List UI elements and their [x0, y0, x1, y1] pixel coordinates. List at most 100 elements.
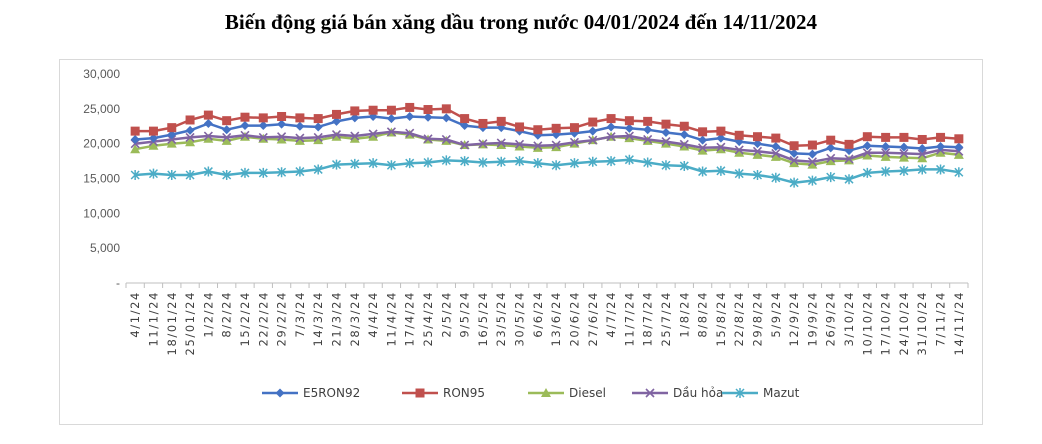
data-point — [954, 134, 964, 144]
x-tick-label: 3/10/24 — [842, 291, 856, 347]
data-point — [423, 134, 433, 144]
x-tick-label: 20/6/24 — [567, 291, 581, 347]
data-point — [844, 139, 854, 149]
y-tick-label: 25,000 — [83, 102, 120, 116]
data-point — [533, 125, 543, 135]
data-point — [917, 144, 927, 154]
data-point — [807, 149, 817, 159]
x-tick-label: 31/10/24 — [915, 291, 929, 355]
data-point — [349, 133, 360, 143]
data-point — [258, 132, 268, 142]
x-tick-label: 18/7/24 — [641, 291, 655, 347]
x-tick-label: 14/11/24 — [952, 291, 966, 355]
data-point — [899, 148, 909, 158]
data-point — [551, 140, 561, 150]
data-point — [277, 119, 287, 129]
x-tick-label: 5/9/24 — [769, 291, 783, 338]
legend-label: E5RON92 — [303, 386, 360, 400]
x-tick-label: 2/5/24 — [439, 291, 453, 338]
x-tick-label: 12/9/24 — [787, 291, 801, 347]
data-point — [862, 167, 872, 178]
x-tick-label: 15/2/24 — [238, 291, 252, 347]
data-point — [661, 160, 671, 171]
x-tick-label: 23/5/24 — [494, 291, 508, 347]
data-point — [222, 116, 232, 126]
data-point — [753, 132, 762, 142]
data-point — [294, 135, 305, 145]
data-point — [569, 123, 579, 133]
y-tick-label: 10,000 — [83, 206, 120, 220]
data-point — [899, 165, 909, 176]
data-point — [148, 133, 158, 143]
data-point — [881, 166, 891, 177]
data-point — [167, 170, 177, 181]
data-point — [514, 141, 525, 151]
data-point — [661, 128, 671, 138]
data-point — [148, 140, 159, 150]
data-point — [954, 142, 964, 152]
x-tick-label: 27/6/24 — [586, 291, 600, 347]
data-point — [221, 135, 232, 145]
data-point — [606, 122, 616, 132]
data-point — [771, 148, 781, 158]
data-point — [569, 137, 580, 147]
data-point — [789, 158, 800, 168]
data-point — [789, 177, 799, 188]
data-point — [258, 121, 268, 131]
data-point — [460, 121, 470, 131]
legend-label: RON95 — [443, 386, 485, 400]
series-line — [135, 158, 959, 184]
legend-item: Mazut — [722, 386, 800, 400]
data-point — [130, 134, 140, 144]
data-point — [643, 116, 653, 126]
data-point — [203, 131, 213, 141]
x-tick-label: 24/10/24 — [897, 291, 911, 355]
data-point — [551, 160, 561, 171]
data-point — [862, 150, 873, 160]
x-tick-label: 16/5/24 — [476, 291, 490, 347]
data-point — [313, 122, 323, 132]
data-point — [496, 138, 506, 148]
data-point — [716, 133, 726, 143]
data-point — [917, 149, 927, 159]
data-point — [826, 172, 836, 183]
data-point — [423, 105, 433, 115]
data-point — [880, 151, 891, 161]
data-point — [441, 155, 451, 166]
x-tick-label: 18/01/24 — [165, 291, 179, 355]
data-point — [753, 139, 762, 149]
data-point — [405, 128, 415, 138]
data-point — [716, 165, 726, 176]
data-point — [515, 122, 525, 132]
legend-item: Diesel — [528, 386, 606, 400]
x-tick-label: 29/2/24 — [275, 291, 289, 347]
data-point — [478, 118, 488, 128]
data-point — [533, 141, 543, 151]
data-point — [606, 114, 616, 124]
legend-marker — [415, 388, 425, 398]
data-point — [679, 160, 689, 171]
x-tick-label: 1/2/24 — [201, 291, 215, 338]
data-point — [277, 167, 287, 178]
data-point — [222, 132, 232, 142]
data-point — [899, 142, 909, 152]
data-point — [935, 147, 946, 157]
data-point — [240, 112, 250, 122]
data-point — [276, 134, 287, 144]
data-point — [881, 141, 891, 151]
data-point — [679, 139, 689, 149]
data-point — [752, 170, 763, 181]
data-point — [807, 175, 817, 186]
x-tick-label: 14/3/24 — [311, 291, 325, 347]
x-tick-label: 30/5/24 — [513, 291, 527, 347]
data-point — [240, 167, 250, 178]
x-tick-label: 11/1/24 — [146, 291, 160, 347]
data-point — [532, 142, 543, 152]
data-point — [203, 110, 213, 120]
x-tick-label: 8/2/24 — [220, 291, 234, 338]
data-point — [698, 127, 708, 137]
data-point — [899, 132, 909, 142]
data-point — [715, 144, 726, 154]
data-point — [350, 131, 360, 141]
data-point — [716, 142, 726, 152]
